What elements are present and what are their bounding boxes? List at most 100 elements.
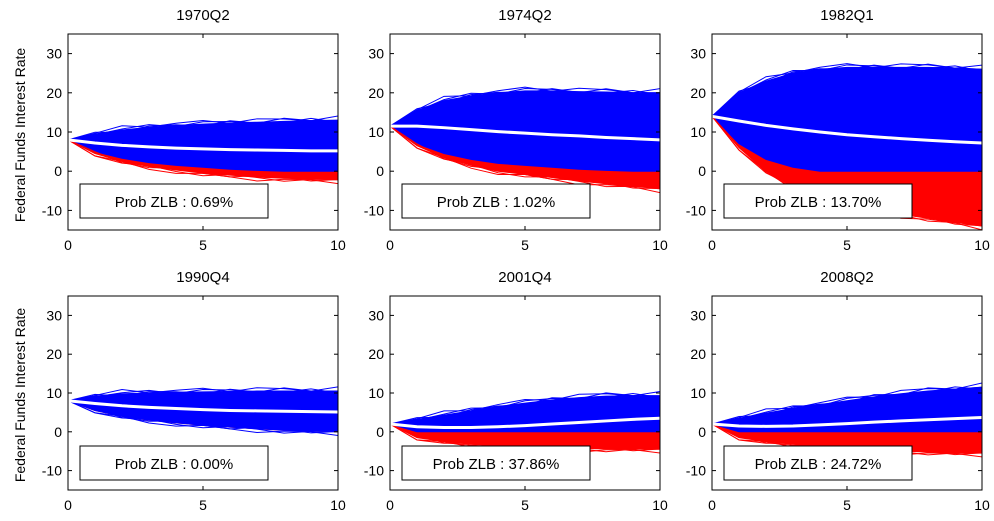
y-tick-label: 30	[46, 307, 62, 323]
x-tick-label: 5	[199, 497, 207, 513]
plot-area	[68, 386, 338, 437]
blue-path-trace	[712, 64, 982, 117]
panel-title: 1982Q1	[820, 7, 873, 24]
y-tick-label: 0	[698, 424, 706, 440]
y-tick-label: -10	[686, 463, 706, 479]
lower-path-trace	[390, 125, 660, 194]
median-line	[68, 399, 338, 414]
median-line	[390, 416, 660, 430]
y-tick-label: 10	[690, 385, 706, 401]
prob-zlb-box	[401, 183, 591, 219]
prob-zlb-label: Prob ZLB : 13.70%	[755, 194, 882, 211]
x-tick-label: 5	[843, 497, 851, 513]
blue-path-trace	[712, 63, 982, 117]
x-tick-label: 0	[64, 497, 72, 513]
median-line	[390, 124, 660, 142]
plot-area	[68, 115, 338, 185]
prob-zlb-label: Prob ZLB : 24.72%	[755, 456, 882, 473]
y-tick-label: 20	[368, 346, 384, 362]
x-tick-label: 10	[330, 237, 346, 253]
panel-title: 2008Q2	[820, 269, 873, 286]
blue-path-trace	[712, 386, 982, 425]
blue-path-trace	[712, 382, 982, 425]
plot-area	[390, 391, 660, 454]
panel-title: 2001Q4	[498, 269, 551, 286]
blue-path-trace	[68, 117, 338, 141]
lower-path-trace	[68, 400, 338, 434]
median-line	[68, 138, 338, 153]
prob-zlb-box	[79, 445, 269, 481]
y-tick-label: 10	[368, 385, 384, 401]
y-tick-label: 10	[690, 124, 706, 140]
y-tick-label: 0	[54, 424, 62, 440]
prob-zlb-label: Prob ZLB : 37.86%	[433, 456, 560, 473]
panel-6: -10 0 10 20 30 0 5 10 2008Q2 Prob ZLB : 24.72%	[686, 269, 990, 513]
blue-path-trace	[68, 387, 338, 402]
blue-path-trace	[390, 87, 660, 127]
blue-paths-area	[390, 90, 660, 172]
y-tick-label: 20	[690, 346, 706, 362]
panel-2: -10 0 10 20 30 0 5 10 1974Q2 Prob ZLB : 1.02%	[364, 7, 668, 253]
y-tick-label: 20	[368, 85, 384, 101]
x-tick-label: 10	[974, 237, 990, 253]
x-tick-label: 0	[708, 497, 716, 513]
y-tick-label: 10	[46, 124, 62, 140]
y-tick-label: -10	[42, 463, 62, 479]
prob-zlb-label: Prob ZLB : 0.00%	[115, 456, 233, 473]
blue-path-trace	[390, 88, 660, 127]
blue-path-trace	[68, 115, 338, 141]
y-tick-label: 30	[690, 46, 706, 62]
blue-paths-area	[712, 66, 982, 172]
x-tick-label: 5	[521, 237, 529, 253]
x-tick-label: 10	[974, 497, 990, 513]
median-line	[712, 415, 982, 428]
y-tick-label: 20	[690, 85, 706, 101]
lower-path-trace	[68, 400, 338, 437]
y-tick-label: -10	[364, 463, 384, 479]
y-tick-label: 10	[46, 385, 62, 401]
blue-path-trace	[390, 391, 660, 425]
y-tick-label: -10	[364, 202, 384, 218]
x-tick-label: 0	[386, 497, 394, 513]
y-tick-label: 20	[46, 346, 62, 362]
prob-zlb-label: Prob ZLB : 0.69%	[115, 194, 233, 211]
panel-1: -10 0 10 20 30 0 5 10 1970Q2 Prob ZLB : 0.69%	[42, 7, 346, 253]
panel-5: -10 0 10 20 30 0 5 10 2001Q4 Prob ZLB : 37.86%	[364, 269, 668, 513]
y-tick-label: -10	[42, 202, 62, 218]
x-tick-label: 0	[64, 237, 72, 253]
blue-paths-area	[68, 119, 338, 172]
y-tick-label: 30	[46, 46, 62, 62]
plot-area	[712, 382, 982, 458]
prob-zlb-box	[79, 183, 269, 219]
x-tick-label: 0	[386, 237, 394, 253]
y-tick-label: 0	[698, 163, 706, 179]
y-axis-label-bottom: Federal Funds Interest Rate	[12, 308, 28, 483]
x-tick-label: 10	[652, 237, 668, 253]
blue-path-trace	[68, 117, 338, 141]
x-tick-label: 10	[330, 497, 346, 513]
y-tick-label: 30	[368, 46, 384, 62]
blue-path-trace	[390, 392, 660, 425]
x-tick-label: 5	[843, 237, 851, 253]
y-tick-label: -10	[686, 202, 706, 218]
prob-zlb-box	[401, 445, 591, 481]
y-axis-label-top: Federal Funds Interest Rate	[12, 48, 28, 223]
x-tick-label: 0	[708, 237, 716, 253]
median-line	[712, 114, 982, 145]
x-tick-label: 5	[521, 497, 529, 513]
blue-path-trace	[390, 392, 660, 425]
prob-zlb-label: Prob ZLB : 1.02%	[437, 194, 555, 211]
blue-path-trace	[390, 86, 660, 127]
y-tick-label: 30	[690, 307, 706, 323]
lower-path-trace	[68, 139, 338, 185]
y-tick-label: 20	[46, 85, 62, 101]
prob-zlb-box	[723, 445, 913, 481]
blue-path-trace	[712, 386, 982, 425]
x-tick-label: 5	[199, 237, 207, 253]
lower-path-trace	[390, 125, 660, 189]
y-tick-label: 10	[368, 124, 384, 140]
y-tick-label: 30	[368, 307, 384, 323]
prob-zlb-box	[723, 183, 913, 219]
panel-title: 1974Q2	[498, 7, 551, 24]
